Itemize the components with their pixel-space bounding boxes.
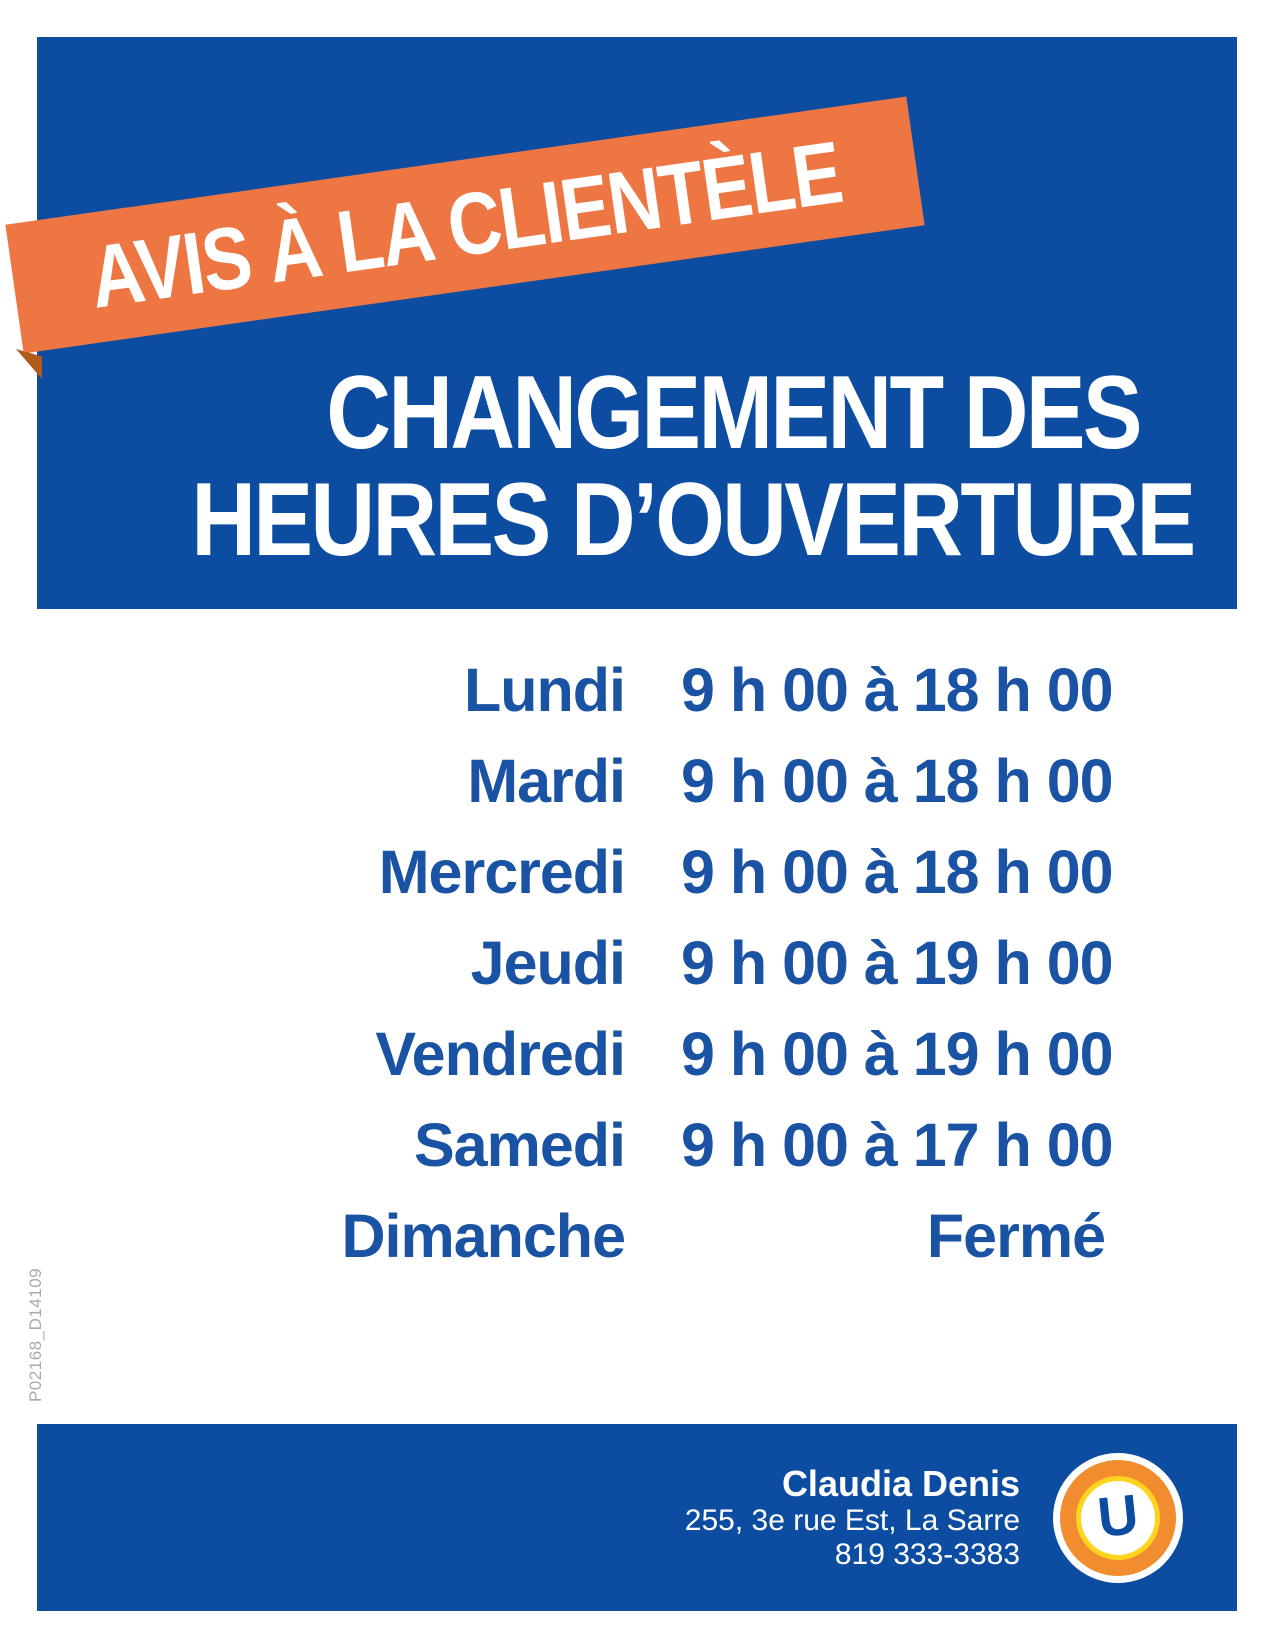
day-label: Mercredi — [378, 837, 626, 906]
day-label: Jeudi — [470, 928, 626, 997]
contact-address: 255, 3e rue Est, La Sarre — [684, 1503, 1020, 1537]
day-label: Vendredi — [375, 1019, 626, 1088]
contact-name: Claudia Denis — [781, 1462, 1020, 1504]
schedule-row-wednesday: Mercredi 9 h 00 à 18 h 00 — [0, 826, 1142, 917]
page-title: CHANGEMENT DES HEURES D’OUVERTURE — [37, 360, 1237, 574]
opening-hours-schedule: Lundi 9 h 00 à 18 h 00 Mardi 9 h 00 à 18… — [0, 644, 1142, 1281]
schedule-row-monday: Lundi 9 h 00 à 18 h 00 — [0, 644, 1142, 735]
contact-block: Claudia Denis 255, 3e rue Est, La Sarre … — [684, 1462, 1020, 1572]
day-label: Dimanche — [341, 1201, 626, 1270]
logo-orange-ring: U — [1060, 1459, 1176, 1576]
day-label: Samedi — [414, 1110, 626, 1179]
title-line-2: HEURES D’OUVERTURE — [191, 462, 1196, 578]
schedule-row-friday: Vendredi 9 h 00 à 19 h 00 — [0, 1008, 1142, 1099]
hours-value: 9 h 00 à 19 h 00 — [681, 1019, 1114, 1088]
contact-phone: 819 333-3383 — [834, 1537, 1020, 1571]
logo-letter-u: U — [1094, 1481, 1142, 1549]
print-code: P02168_D14109 — [26, 1267, 45, 1402]
schedule-row-saturday: Samedi 9 h 00 à 17 h 00 — [0, 1099, 1142, 1190]
day-label: Lundi — [464, 655, 626, 724]
day-label: Mardi — [467, 746, 626, 815]
logo-yellow-ring: U — [1076, 1475, 1160, 1560]
closed-status: Fermé — [926, 1201, 1106, 1270]
schedule-row-tuesday: Mardi 9 h 00 à 18 h 00 — [0, 735, 1142, 826]
hours-value: 9 h 00 à 19 h 00 — [681, 928, 1114, 997]
schedule-row-thursday: Jeudi 9 h 00 à 19 h 00 — [0, 917, 1142, 1008]
logo-disc: U — [1081, 1480, 1155, 1555]
hours-value: 9 h 00 à 18 h 00 — [681, 837, 1114, 906]
footer-panel: Claudia Denis 255, 3e rue Est, La Sarre … — [37, 1424, 1237, 1611]
store-logo: U — [1053, 1452, 1183, 1583]
hours-value: 9 h 00 à 18 h 00 — [681, 655, 1114, 724]
hours-value: 9 h 00 à 18 h 00 — [681, 746, 1114, 815]
hours-value: 9 h 00 à 17 h 00 — [681, 1110, 1114, 1179]
title-line-1: CHANGEMENT DES — [326, 355, 1142, 471]
schedule-row-sunday: Dimanche Fermé — [0, 1190, 1142, 1281]
